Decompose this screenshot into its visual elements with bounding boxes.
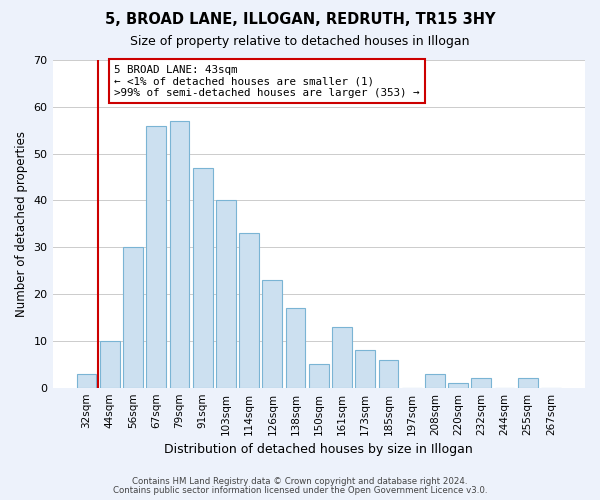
Text: 5, BROAD LANE, ILLOGAN, REDRUTH, TR15 3HY: 5, BROAD LANE, ILLOGAN, REDRUTH, TR15 3H… (105, 12, 495, 28)
Bar (379, 360, 398, 388)
Bar (262, 280, 282, 388)
Bar (100, 341, 119, 388)
X-axis label: Distribution of detached houses by size in Illogan: Distribution of detached houses by size … (164, 443, 473, 456)
Bar (355, 350, 375, 388)
Bar (425, 374, 445, 388)
Bar (286, 308, 305, 388)
Bar (123, 247, 143, 388)
Bar (332, 327, 352, 388)
Text: Contains public sector information licensed under the Open Government Licence v3: Contains public sector information licen… (113, 486, 487, 495)
Bar (309, 364, 329, 388)
Bar (216, 200, 236, 388)
Text: Size of property relative to detached houses in Illogan: Size of property relative to detached ho… (130, 35, 470, 48)
Text: 5 BROAD LANE: 43sqm
← <1% of detached houses are smaller (1)
>99% of semi-detach: 5 BROAD LANE: 43sqm ← <1% of detached ho… (115, 64, 420, 98)
Y-axis label: Number of detached properties: Number of detached properties (15, 131, 28, 317)
Bar (448, 383, 468, 388)
Bar (146, 126, 166, 388)
Bar (170, 121, 190, 388)
Bar (518, 378, 538, 388)
Bar (472, 378, 491, 388)
Bar (193, 168, 212, 388)
Text: Contains HM Land Registry data © Crown copyright and database right 2024.: Contains HM Land Registry data © Crown c… (132, 477, 468, 486)
Bar (77, 374, 97, 388)
Bar (239, 233, 259, 388)
